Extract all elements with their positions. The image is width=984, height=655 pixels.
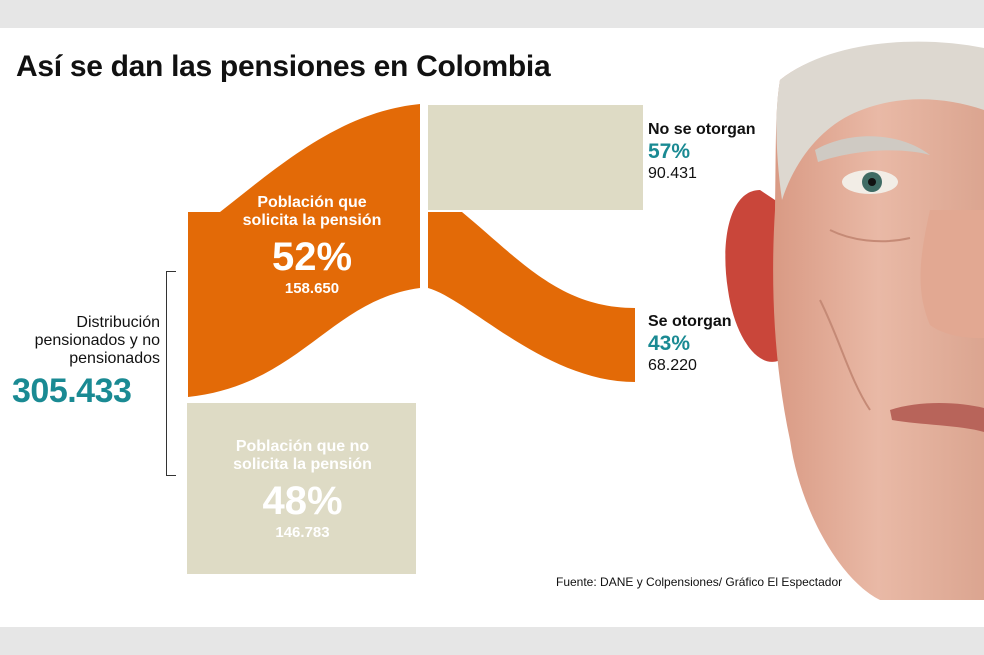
top-band xyxy=(0,0,984,28)
total-value: 305.433 xyxy=(12,372,132,410)
source-note: Fuente: DANE y Colpensiones/ Gráfico El … xyxy=(556,575,843,589)
solicita-flow xyxy=(188,104,420,397)
no-otorgan-block: No se otorgan 57% 90.431 xyxy=(648,120,756,183)
no-solicita-block: Población que no solicita la pensión 48%… xyxy=(220,438,385,541)
solicita-label: Población que solicita la pensión xyxy=(242,194,382,229)
otorgan-flow xyxy=(428,212,635,382)
no-solicita-box xyxy=(187,403,416,574)
total-label: Distribución pensionados y no pensionado… xyxy=(34,314,160,367)
solicita-block: Población que solicita la pensión 52% 15… xyxy=(232,194,392,297)
otorgan-percent: 43% xyxy=(648,332,691,355)
otorgan-label: Se otorgan xyxy=(648,313,732,330)
no-solicita-label: Población que no solicita la pensión xyxy=(233,438,372,473)
no-otorgan-count: 90.431 xyxy=(648,165,697,182)
total-bracket xyxy=(166,271,176,476)
otorgan-block: Se otorgan 43% 68.220 xyxy=(648,312,732,375)
solicita-count: 158.650 xyxy=(284,280,340,297)
bottom-band xyxy=(0,627,984,655)
no-solicita-count: 146.783 xyxy=(275,524,330,541)
no-otorgan-label: No se otorgan xyxy=(648,121,756,138)
no-otorgan-box xyxy=(428,105,643,210)
solicita-percent: 52% xyxy=(271,235,353,279)
otorgan-count: 68.220 xyxy=(648,357,697,374)
page-title: Así se dan las pensiones en Colombia xyxy=(16,50,551,83)
no-otorgan-percent: 57% xyxy=(648,140,691,163)
elderly-man-portrait xyxy=(725,41,984,600)
no-solicita-percent: 48% xyxy=(262,479,343,523)
